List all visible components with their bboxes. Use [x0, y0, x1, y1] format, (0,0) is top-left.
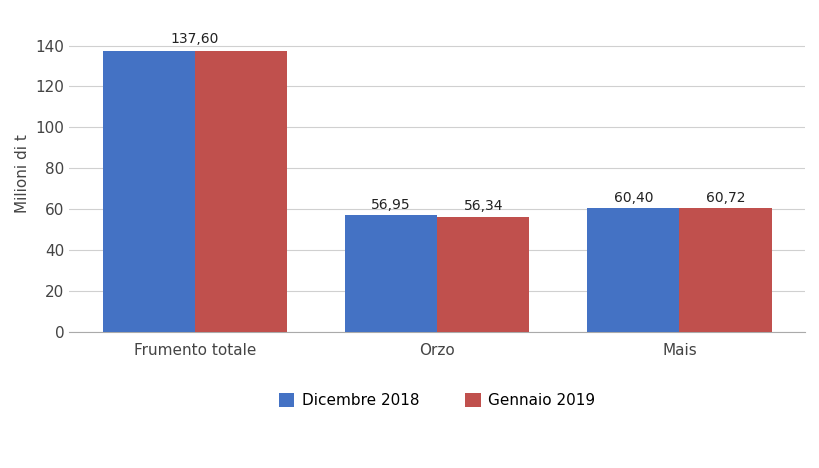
Bar — [195, 51, 287, 332]
Legend: Dicembre 2018, Gennaio 2019: Dicembre 2018, Gennaio 2019 — [278, 393, 595, 408]
Text: 60,40: 60,40 — [613, 191, 653, 205]
Text: 137,60: 137,60 — [170, 32, 219, 46]
Bar — [102, 51, 195, 332]
Bar — [679, 208, 771, 332]
Bar — [586, 208, 679, 332]
Text: 60,72: 60,72 — [705, 190, 744, 205]
Bar — [345, 215, 437, 332]
Text: 56,95: 56,95 — [371, 198, 410, 212]
Text: 56,34: 56,34 — [463, 199, 502, 213]
Bar — [437, 217, 528, 332]
Y-axis label: Milioni di t: Milioni di t — [15, 134, 30, 213]
